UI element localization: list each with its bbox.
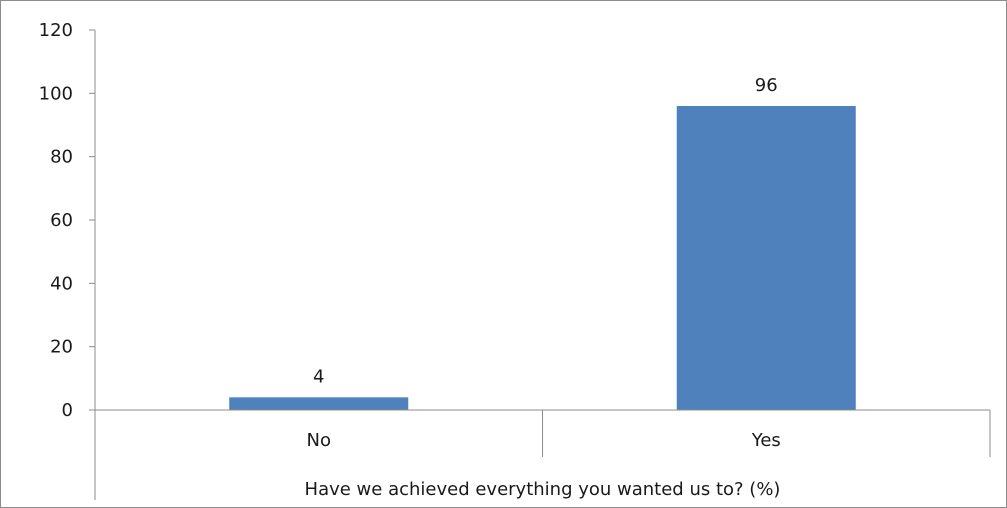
- y-axis-ticks: 0 20 40 60 80 100 120: [39, 20, 95, 421]
- bar-no: [229, 397, 409, 410]
- y-tick-label: 100: [39, 83, 73, 104]
- y-tick-label: 40: [50, 273, 73, 294]
- y-tick-label: 80: [50, 147, 73, 168]
- axes: [89, 30, 991, 500]
- y-tick-label: 120: [39, 20, 73, 41]
- bars: [229, 106, 856, 410]
- y-tick-label: 0: [62, 400, 73, 421]
- category-labels: No Yes: [307, 430, 781, 451]
- y-tick-label: 60: [50, 210, 73, 231]
- bar-yes: [676, 106, 856, 410]
- category-label-yes: Yes: [751, 430, 781, 451]
- y-tick-label: 20: [50, 337, 73, 358]
- data-labels: 4 96: [313, 75, 778, 387]
- data-label: 96: [755, 75, 778, 96]
- data-label: 4: [313, 366, 324, 387]
- x-axis-title: Have we achieved everything you wanted u…: [305, 479, 781, 500]
- category-label-no: No: [307, 430, 331, 451]
